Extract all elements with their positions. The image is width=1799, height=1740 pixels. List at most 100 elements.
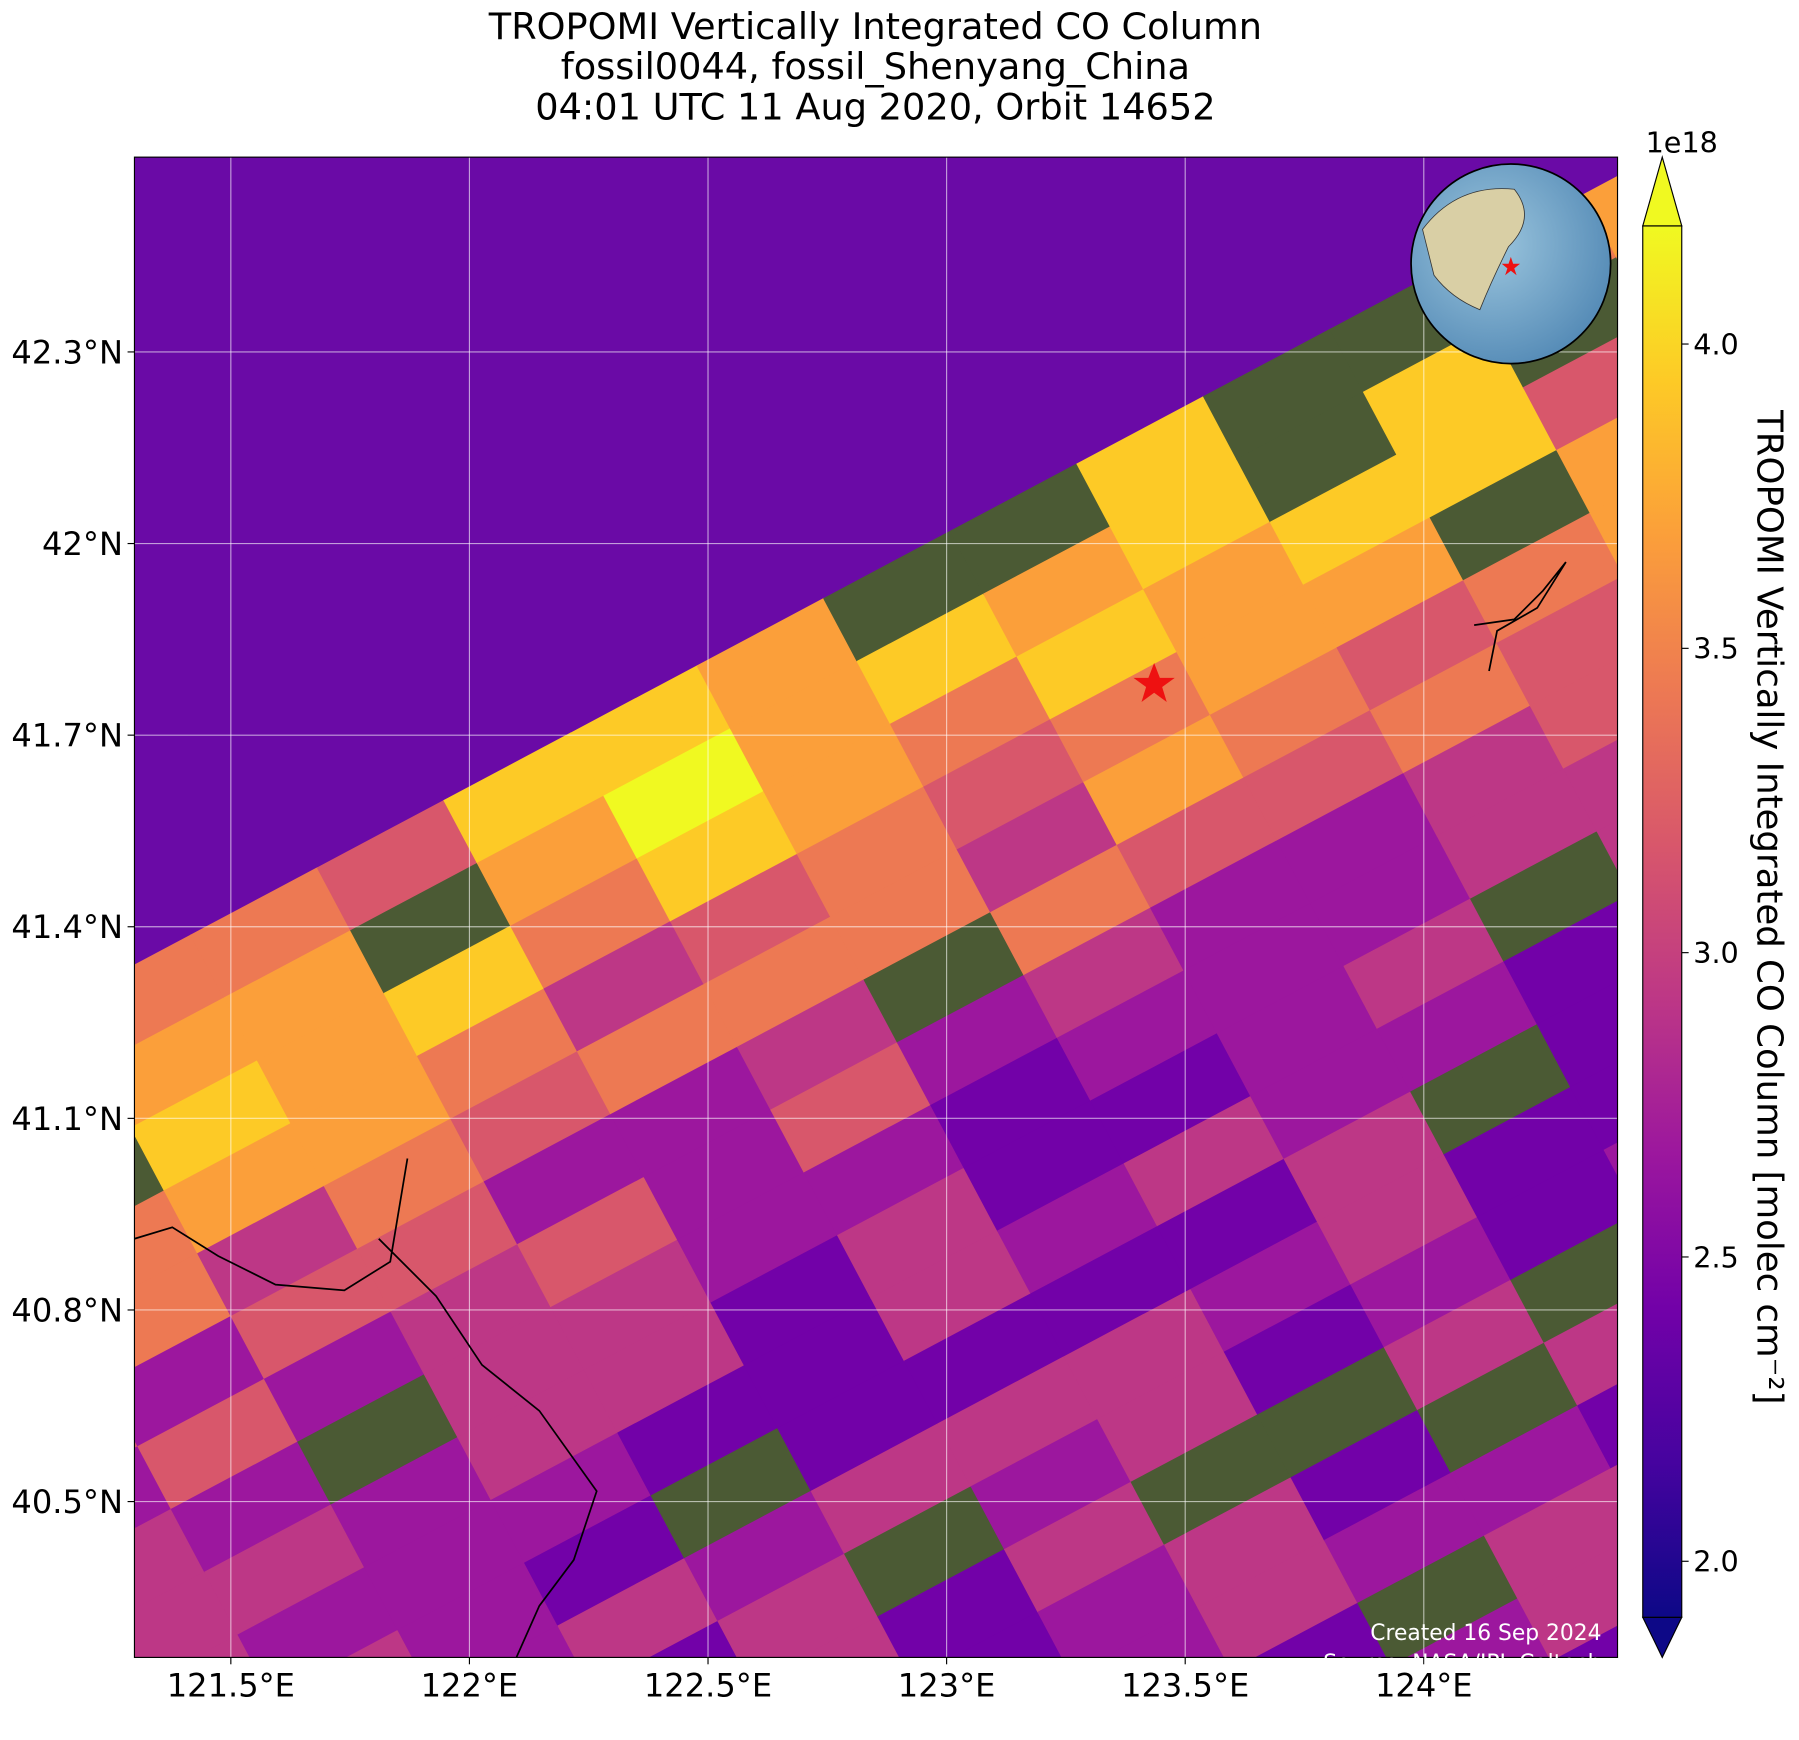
tile (1003, 1481, 1166, 1614)
tile (636, 790, 799, 923)
x-tick-label: 122.5°E (644, 1666, 772, 1704)
tile (677, 1171, 839, 1304)
tile (617, 1364, 779, 1497)
tile (1090, 1032, 1252, 1165)
tile (1476, 1149, 1618, 1281)
colorbar-tick-label: 3.5 (1693, 632, 1739, 666)
tile (1450, 1405, 1613, 1537)
tile (323, 1118, 486, 1250)
tile (1469, 830, 1618, 963)
tile (836, 1167, 999, 1300)
tile (1323, 1472, 1486, 1604)
tile (743, 1297, 906, 1430)
tile (523, 1494, 686, 1627)
tile (557, 1557, 719, 1658)
tile (1417, 1342, 1579, 1474)
tile (134, 1315, 266, 1448)
tile (777, 1360, 939, 1492)
tile (1076, 395, 1238, 528)
y-tick-label: 40.5°N (11, 1483, 123, 1521)
coastline (134, 1158, 598, 1658)
tile (956, 781, 1119, 914)
colorbar-tick-label: 2.5 (1693, 1240, 1739, 1274)
axes: 121.5°E 122°E 122.5°E 123°E 123.5°E 124°E 40.5… (11, 333, 1472, 1704)
tile (803, 1104, 966, 1237)
tile (163, 1122, 326, 1255)
y-tick-label: 40.8°N (11, 1291, 123, 1329)
tile (223, 929, 386, 1062)
tile (643, 1109, 806, 1241)
tile (510, 857, 672, 990)
tile (1143, 521, 1305, 654)
tile (650, 1427, 813, 1560)
colorbar-label: TROPOMI Vertically Integrated CO Column … (1748, 409, 1789, 1404)
inset-globe (1410, 163, 1612, 365)
tile (1396, 386, 1558, 519)
tile (710, 1234, 872, 1367)
tile (1616, 189, 1618, 322)
tile (350, 862, 512, 995)
y-tick-label: 41.1°N (11, 1100, 123, 1138)
tile (1283, 1091, 1446, 1223)
tile (863, 911, 1025, 1044)
tile (1109, 458, 1272, 591)
tile (1257, 1346, 1419, 1479)
tile (1376, 960, 1539, 1093)
tile (1016, 588, 1178, 721)
y-tick-label: 42.3°N (11, 333, 123, 371)
tile (330, 1436, 493, 1569)
tile (1070, 1606, 1233, 1658)
x-tick-label: 123.5°E (1121, 1666, 1249, 1704)
tile (1483, 1467, 1618, 1600)
tile (750, 1615, 913, 1658)
colorbar-exponent: 1e18 (1646, 126, 1718, 160)
tile (996, 1162, 1159, 1295)
tile (1503, 893, 1618, 1026)
tile (1543, 1274, 1618, 1407)
tile (603, 727, 765, 860)
colorbar: 2.0 2.5 3.0 3.5 4.0 1e18 TROPOMI Vertically In… (1641, 126, 1789, 1659)
tile (170, 1441, 333, 1573)
tile (949, 463, 1112, 595)
tile (230, 1248, 392, 1380)
tile (703, 916, 865, 1048)
tile (1197, 1539, 1359, 1658)
map-area (0, 157, 1618, 1658)
tile (1436, 768, 1599, 900)
tile (383, 925, 546, 1057)
x-tick-label: 124°E (1375, 1666, 1473, 1704)
tile (1517, 1530, 1618, 1658)
x-tick-label: 121.5°E (167, 1666, 295, 1704)
tile (1529, 637, 1618, 770)
tile (1156, 1158, 1319, 1291)
tile (937, 1355, 1099, 1488)
tile (610, 1046, 772, 1179)
grid (134, 157, 1618, 1658)
tile (1522, 319, 1618, 452)
tile (1350, 1216, 1512, 1349)
globe-marker (1501, 256, 1521, 276)
tile (1250, 1028, 1412, 1160)
tile (1290, 1409, 1453, 1542)
tile (1357, 1535, 1519, 1658)
tile (364, 1499, 526, 1632)
tile (1510, 1212, 1618, 1344)
tile (1276, 772, 1439, 905)
colorbar-extend-top (1641, 155, 1683, 227)
tile (1496, 575, 1618, 707)
x-tick-label: 122°E (421, 1666, 519, 1704)
tile (990, 844, 1152, 977)
tile (1150, 839, 1312, 972)
tile (1176, 584, 1338, 716)
tile (843, 1485, 1006, 1618)
y-tick-label: 42°N (42, 525, 123, 563)
tile (877, 1548, 1039, 1658)
credit: Source: NASA/JPL-Caltech (1323, 1651, 1601, 1676)
tile (316, 799, 479, 932)
tile (0, 1320, 105, 1452)
tile (930, 1037, 1092, 1169)
tile (1049, 651, 1212, 784)
tile (1556, 382, 1618, 514)
tile (134, 934, 226, 1066)
tile (1443, 1086, 1606, 1219)
